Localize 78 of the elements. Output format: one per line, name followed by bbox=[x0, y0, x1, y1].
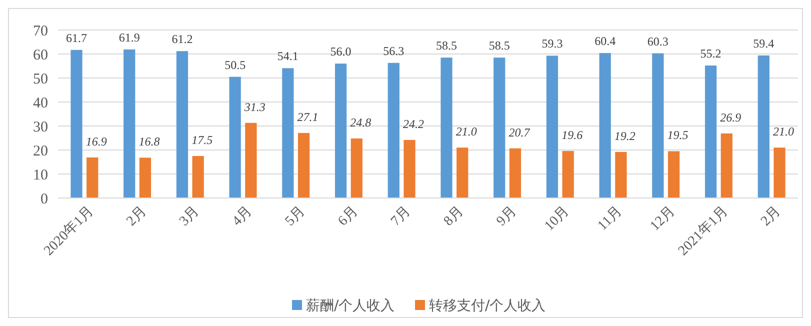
data-label: 19.6 bbox=[562, 128, 583, 142]
data-label: 24.8 bbox=[350, 115, 372, 130]
data-label: 61.7 bbox=[66, 30, 87, 45]
bar bbox=[350, 138, 362, 198]
data-label: 54.1 bbox=[277, 49, 298, 64]
bar bbox=[456, 148, 468, 198]
bar bbox=[192, 156, 204, 198]
bar bbox=[334, 64, 347, 198]
data-label: 27.1 bbox=[297, 110, 318, 124]
bar bbox=[388, 62, 400, 198]
data-label: 16.9 bbox=[86, 134, 107, 148]
bar bbox=[720, 133, 732, 198]
x-tick-label: 7月 bbox=[388, 204, 414, 230]
bar bbox=[599, 53, 611, 198]
legend-label: 薪酬/个人收入 bbox=[306, 298, 395, 314]
y-tick-label: 0 bbox=[40, 191, 48, 208]
data-label: 58.5 bbox=[436, 38, 457, 53]
data-label: 56.3 bbox=[383, 44, 404, 58]
bar bbox=[546, 56, 558, 198]
x-tick-label: 6月 bbox=[336, 204, 362, 230]
data-label: 61.9 bbox=[118, 30, 140, 44]
legend-label: 转移支付/个人收入 bbox=[429, 298, 546, 314]
y-tick-label: 40 bbox=[33, 95, 48, 112]
x-tick-label: 2月 bbox=[124, 204, 150, 230]
bar bbox=[562, 150, 574, 198]
data-label: 56.0 bbox=[330, 44, 352, 59]
x-tick-label: 12月 bbox=[648, 204, 678, 234]
data-label: 60.4 bbox=[594, 34, 616, 48]
bar bbox=[652, 53, 664, 198]
data-label: 20.7 bbox=[508, 125, 531, 140]
x-tick-label: 10月 bbox=[542, 204, 572, 234]
data-label: 21.0 bbox=[773, 124, 794, 139]
y-tick-label: 30 bbox=[33, 119, 48, 136]
bar bbox=[758, 55, 770, 198]
data-label: 55.2 bbox=[700, 46, 722, 61]
bar bbox=[139, 158, 152, 198]
data-label: 61.2 bbox=[172, 32, 193, 46]
y-tick-label: 60 bbox=[33, 47, 48, 64]
y-tick-label: 20 bbox=[33, 143, 48, 160]
bar bbox=[86, 157, 98, 198]
x-tick-label: 4月 bbox=[230, 204, 256, 230]
bar bbox=[282, 68, 294, 198]
x-tick-label: 9月 bbox=[494, 204, 520, 230]
bar bbox=[494, 58, 506, 198]
data-label: 17.5 bbox=[192, 133, 213, 147]
bar bbox=[229, 76, 241, 198]
bar bbox=[615, 152, 627, 198]
x-tick-label: 2月 bbox=[758, 204, 784, 230]
bar bbox=[70, 50, 82, 198]
data-label: 59.4 bbox=[753, 36, 774, 50]
data-label: 16.8 bbox=[138, 134, 160, 149]
bar bbox=[176, 51, 188, 198]
data-label: 50.5 bbox=[224, 58, 246, 72]
data-label: 58.5 bbox=[488, 38, 510, 53]
x-tick-label: 3月 bbox=[176, 204, 202, 230]
data-label: 26.9 bbox=[720, 110, 742, 124]
data-label: 21.0 bbox=[456, 124, 477, 139]
bar bbox=[440, 58, 452, 198]
bar bbox=[124, 49, 136, 198]
bar bbox=[404, 140, 416, 198]
data-label: 31.3 bbox=[243, 100, 266, 114]
bar bbox=[245, 122, 257, 198]
x-tick-label: 8月 bbox=[441, 204, 467, 230]
data-label: 60.3 bbox=[647, 34, 668, 48]
data-label: 24.2 bbox=[403, 116, 424, 131]
bar bbox=[668, 151, 680, 198]
y-tick-label: 70 bbox=[33, 23, 48, 40]
bar bbox=[774, 148, 786, 198]
data-label: 19.2 bbox=[614, 128, 636, 143]
data-label: 19.5 bbox=[667, 128, 688, 142]
y-tick-label: 10 bbox=[33, 167, 48, 184]
bar bbox=[704, 66, 717, 198]
x-tick-label: 5月 bbox=[282, 204, 308, 230]
bar bbox=[298, 132, 310, 198]
bar bbox=[509, 148, 522, 198]
data-label: 59.3 bbox=[542, 36, 563, 51]
x-tick-label: 11月 bbox=[595, 204, 626, 234]
y-tick-label: 50 bbox=[33, 71, 48, 88]
